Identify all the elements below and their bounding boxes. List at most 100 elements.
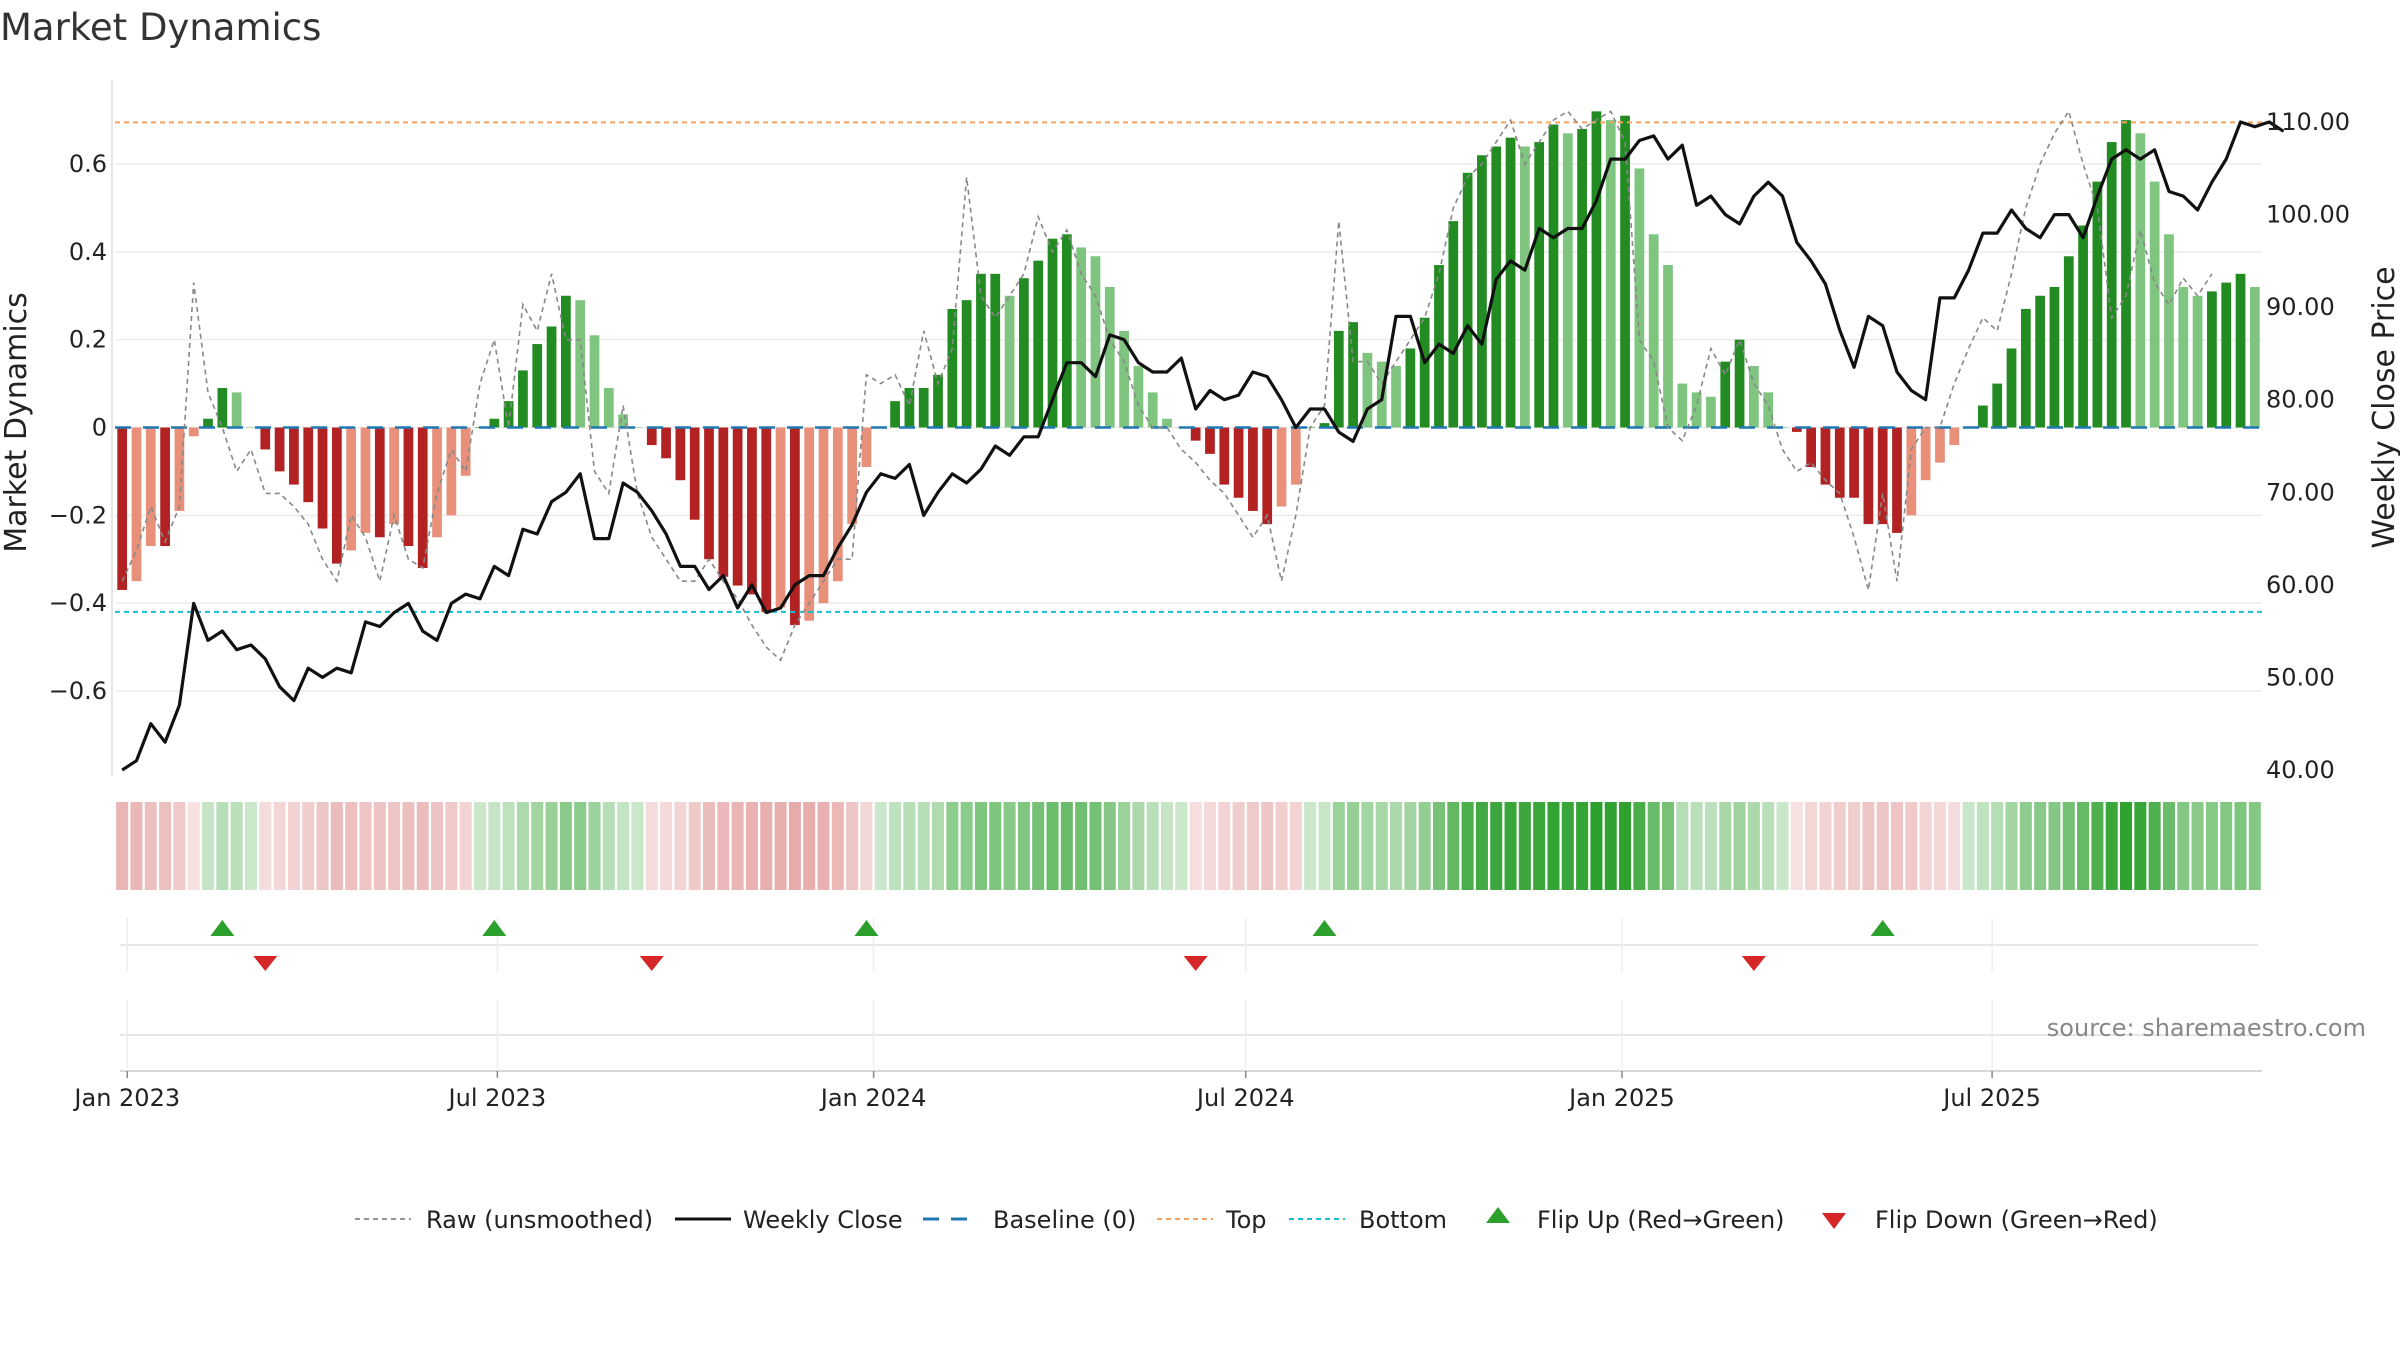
heat-cell <box>1304 802 1317 890</box>
dynamics-bar <box>1706 396 1716 428</box>
grid-lines <box>115 163 2262 692</box>
dynamics-bar <box>632 427 643 428</box>
heat-cell <box>1561 802 1574 890</box>
dynamics-bar <box>775 427 786 608</box>
heat-cell <box>1604 802 1617 890</box>
flip-up-marker <box>854 920 879 936</box>
flip-down-marker <box>639 956 664 971</box>
dynamics-bar <box>861 427 872 468</box>
heat-cell <box>602 802 615 890</box>
dynamics-bar <box>1992 383 2003 428</box>
dynamics-bar <box>1233 427 1244 498</box>
heat-cell <box>130 802 143 890</box>
legend-label: Bottom <box>1359 1206 1447 1234</box>
x-axis: Jan 2023 Jul 2023 Jan 2024 Jul 2024 Jan 2025… <box>72 1071 2041 1112</box>
dynamics-bar <box>1276 427 1287 507</box>
dynamics-bar <box>1104 286 1115 428</box>
dynamics-bar <box>246 427 256 428</box>
heat-cell <box>1118 802 1131 890</box>
heat-cell <box>1933 802 1946 890</box>
x-tick-label: Jul 2024 <box>1195 1084 1295 1112</box>
dynamics-bar <box>1677 383 1688 428</box>
heat-cell <box>660 802 673 890</box>
dynamics-bar <box>2035 295 2046 428</box>
dynamics-bar <box>546 326 557 428</box>
dynamics-bar <box>1047 238 1058 428</box>
heat-cell <box>760 802 773 890</box>
x-tick-label: Jan 2025 <box>1567 1084 1675 1112</box>
heat-cell <box>359 802 372 890</box>
dynamics-bar <box>1147 392 1158 428</box>
heat-cell <box>416 802 429 890</box>
dynamics-bar <box>1491 146 1502 428</box>
dynamics-bar <box>1849 427 1859 498</box>
heat-cell <box>2177 802 2190 890</box>
heat-cell <box>2220 802 2233 890</box>
heat-cell <box>903 802 916 890</box>
legend-label: Weekly Close <box>743 1206 903 1234</box>
heat-cell <box>330 802 343 890</box>
heat-cell <box>803 802 816 890</box>
heat-cell <box>1175 802 1188 890</box>
heat-cell <box>717 802 730 890</box>
flip-up-marker <box>1870 920 1895 936</box>
heat-cell <box>631 802 644 890</box>
legend-label: Baseline (0) <box>993 1206 1136 1234</box>
dynamics-bar <box>1877 427 1888 525</box>
legend-swatch-flip-up <box>1486 1207 1510 1223</box>
dynamics-bar <box>217 387 228 428</box>
dynamics-bar <box>1663 265 1673 428</box>
heat-cell <box>2105 802 2118 890</box>
dynamics-bar <box>174 427 185 511</box>
dynamics-bar <box>360 427 371 533</box>
dynamics-bar <box>188 427 199 437</box>
heat-cell <box>674 802 687 890</box>
dynamics-bar <box>718 427 729 577</box>
heat-cell <box>273 802 286 890</box>
right-tick-label: 50.00 <box>2266 663 2335 691</box>
dynamics-bar <box>1577 128 1587 428</box>
dynamics-bar <box>1290 427 1301 485</box>
left-tick-label: −0.2 <box>49 501 107 529</box>
heat-cell <box>2234 802 2247 890</box>
heat-cell <box>187 802 200 890</box>
dynamics-bar <box>460 427 471 476</box>
dynamics-bar <box>1749 366 1759 428</box>
dynamics-bar <box>1162 418 1172 428</box>
heat-cell <box>202 802 215 890</box>
dynamics-bar <box>1806 427 1816 468</box>
heat-cell <box>1619 802 1632 890</box>
dynamics-bar <box>1033 260 1044 428</box>
heat-cell <box>1289 802 1302 890</box>
heat-cell <box>2019 802 2032 890</box>
dynamics-bar <box>2121 120 2131 428</box>
dynamics-bar <box>1634 168 1645 428</box>
heat-cell <box>1690 802 1703 890</box>
heat-cell <box>488 802 501 890</box>
dynamics-bar <box>317 427 328 529</box>
dynamics-bar <box>2149 181 2160 428</box>
dynamics-bar <box>904 387 915 428</box>
dynamics-bar <box>1949 427 1960 446</box>
heat-cell <box>2191 802 2204 890</box>
heat-cell <box>874 802 887 890</box>
heat-cell <box>216 802 229 890</box>
dynamics-bar <box>1419 317 1430 428</box>
dynamics-bar <box>1219 427 1230 485</box>
left-tick-label: 0.4 <box>69 238 107 266</box>
legend-label: Flip Up (Red→Green) <box>1537 1206 1785 1234</box>
left-tick-label: 0.2 <box>69 326 107 354</box>
heat-cell <box>1146 802 1159 890</box>
flip-markers <box>120 918 2262 1072</box>
dynamics-bar <box>1763 392 1774 428</box>
heat-cell <box>1948 802 1961 890</box>
heat-cell <box>516 802 529 890</box>
dynamics-bar <box>2020 308 2031 428</box>
dynamics-bar <box>1734 339 1745 428</box>
dynamics-bar <box>646 427 657 446</box>
dynamics-bar <box>2135 133 2146 428</box>
flip-down-marker <box>1183 956 1208 971</box>
legend[interactable]: Raw (unsmoothed) Weekly Close Baseline (0)… <box>355 1206 2158 1234</box>
heat-cell <box>2205 802 2218 890</box>
heat-cell <box>373 802 386 890</box>
